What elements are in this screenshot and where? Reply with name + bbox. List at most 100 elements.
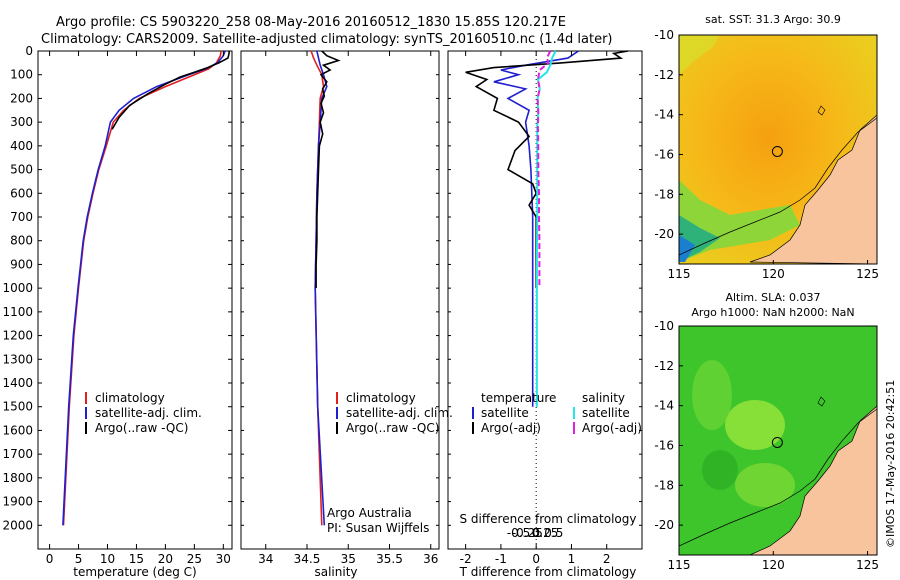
depth-tick-label: 1800 bbox=[2, 471, 33, 485]
sla-high-patch-3 bbox=[735, 463, 795, 507]
difference-series bbox=[465, 50, 629, 407]
map-xtick-label: 125 bbox=[856, 267, 879, 281]
legend-heading-temperature: temperature bbox=[481, 391, 556, 405]
temperature-x-axis: 0 5 10 15 20 25 30 bbox=[46, 51, 231, 566]
salinity-xtick-label: 36 bbox=[423, 552, 438, 566]
map-ytick-label: -10 bbox=[654, 319, 674, 333]
map-xtick-label: 120 bbox=[762, 558, 785, 572]
difference-xtick-label: 1 bbox=[568, 552, 576, 566]
s-difference-label: S difference from climatology bbox=[460, 512, 637, 526]
title-line-1: Argo profile: CS 5903220_258 08-May-2016… bbox=[56, 15, 566, 30]
depth-tick-label: 1900 bbox=[2, 495, 33, 509]
sla-map: 115 120 125 -10 -12 -14 -16 -18 -20 bbox=[654, 319, 879, 572]
salinity-x-axis: 34 34.5 35 35.5 36 bbox=[258, 51, 438, 566]
salinity-xtick-label: 35 bbox=[341, 552, 356, 566]
temperature-series-climatology bbox=[62, 50, 222, 526]
title-line-2: Climatology: CARS2009. Satellite-adjuste… bbox=[41, 32, 613, 47]
annotation-argo-australia: Argo Australia bbox=[327, 506, 412, 520]
t-difference-label: T difference from climatology bbox=[459, 565, 637, 579]
map-ytick-label: -16 bbox=[654, 438, 674, 452]
difference-xtick-label: -2 bbox=[460, 552, 472, 566]
sal-legend-label-climatology: climatology bbox=[346, 391, 416, 405]
sst-map-axes: 115 120 125 -10 -12 -14 -16 -18 -20 bbox=[654, 28, 879, 281]
sla-land bbox=[749, 405, 877, 555]
diff-legend-label-t-argo: Argo(-adj) bbox=[481, 421, 541, 435]
depth-tick-label: 600 bbox=[10, 186, 33, 200]
sst-map-title: sat. SST: 31.3 Argo: 30.9 bbox=[705, 13, 841, 26]
depth-tick-label: 900 bbox=[10, 257, 33, 271]
depth-tick-label: 1100 bbox=[2, 305, 33, 319]
sst-land bbox=[749, 114, 877, 264]
depth-tick-label: 800 bbox=[10, 234, 33, 248]
depth-tick-label: 1400 bbox=[2, 376, 33, 390]
temperature-series bbox=[62, 50, 230, 526]
sla-low-patch bbox=[702, 450, 738, 490]
diff-legend-label-s-satellite: satellite bbox=[582, 406, 630, 420]
sal-legend-label-argo: Argo(..raw -QC) bbox=[346, 421, 439, 435]
diff-legend-label-t-satellite: satellite bbox=[481, 406, 529, 420]
temperature-xtick-label: 0 bbox=[46, 552, 54, 566]
depth-axis: 0 100 200 300 400 500 600 700 800 900 1000 1100 1200… bbox=[2, 44, 642, 532]
map-ytick-label: -16 bbox=[654, 147, 674, 161]
temperature-series-satellite-adj-clim- bbox=[62, 50, 226, 526]
difference-top-tick-label: 0.25 bbox=[532, 526, 559, 540]
depth-tick-label: 1000 bbox=[2, 281, 33, 295]
difference-xtick-label: 0 bbox=[532, 552, 540, 566]
difference-top-tick-label: -0.5 bbox=[507, 526, 530, 540]
depth-tick-label: 700 bbox=[10, 210, 33, 224]
temperature-xtick-label: 10 bbox=[100, 552, 115, 566]
imos-timestamp: ©IMOS 17-May-2016 20:42:51 bbox=[884, 380, 897, 548]
depth-tick-label: 1300 bbox=[2, 352, 33, 366]
difference-xtick-label: -1 bbox=[495, 552, 507, 566]
temperature-xtick-label: 30 bbox=[216, 552, 231, 566]
sst-blue-patch bbox=[679, 235, 695, 262]
legend-label-argo: Argo(..raw -QC) bbox=[95, 421, 188, 435]
difference-xtick-label: 2 bbox=[603, 552, 611, 566]
map-ytick-label: -18 bbox=[654, 478, 674, 492]
salinity-series-climatology bbox=[310, 50, 325, 526]
sla-map-axes: 115 120 125 -10 -12 -14 -16 -18 -20 bbox=[654, 319, 879, 572]
diff-legend-label-s-argo: Argo(-adj) bbox=[582, 421, 642, 435]
depth-tick-label: 400 bbox=[10, 139, 33, 153]
difference-top-tick-label: 0.5 bbox=[544, 526, 563, 540]
salinity-xtick-label: 35.5 bbox=[376, 552, 403, 566]
depth-tick-label: 2000 bbox=[2, 518, 33, 532]
difference-x-axis: -2 -1 0 1 2 bbox=[460, 51, 611, 566]
sla-map-title-2: Argo h1000: NaN h2000: NaN bbox=[691, 306, 854, 319]
depth-tick-label: 500 bbox=[10, 163, 33, 177]
sla-map-title-1: Altim. SLA: 0.037 bbox=[725, 291, 820, 304]
map-xtick-label: 115 bbox=[668, 267, 691, 281]
depth-tick-label: 300 bbox=[10, 115, 33, 129]
sst-cool-patch-nw bbox=[679, 35, 720, 75]
sla-profile-marker bbox=[771, 436, 783, 448]
sla-island bbox=[817, 396, 826, 407]
depth-tick-label: 1700 bbox=[2, 447, 33, 461]
temperature-xtick-label: 25 bbox=[187, 552, 202, 566]
difference-legend: temperature satellite Argo(-adj) salinit… bbox=[472, 391, 642, 435]
difference-top-tick-label: -0.25 bbox=[512, 526, 543, 540]
sst-island bbox=[817, 105, 826, 116]
sla-high-patch-2 bbox=[692, 360, 732, 430]
salinity-xtick-label: 34 bbox=[258, 552, 273, 566]
salinity-xtick-label: 34.5 bbox=[294, 552, 321, 566]
legend-label-climatology: climatology bbox=[95, 391, 165, 405]
map-ytick-label: -12 bbox=[654, 359, 674, 373]
depth-tick-label: 100 bbox=[10, 68, 33, 82]
sla-high-patch-1 bbox=[725, 400, 785, 450]
depth-tick-label: 1200 bbox=[2, 329, 33, 343]
sst-map: 115 120 125 -10 -12 -14 -16 -18 -20 bbox=[654, 28, 879, 281]
depth-tick-label: 200 bbox=[10, 91, 33, 105]
legend-heading-salinity: salinity bbox=[582, 391, 625, 405]
legend-label-satellite: satellite-adj. clim. bbox=[95, 406, 202, 420]
salinity-xlabel: salinity bbox=[314, 565, 357, 579]
map-ytick-label: -14 bbox=[654, 399, 674, 413]
difference-series-s-argo-adj- bbox=[536, 50, 552, 289]
difference-panel-frame bbox=[447, 50, 643, 550]
map-ytick-label: -10 bbox=[654, 28, 674, 42]
salinity-series-argo-raw-qc- bbox=[315, 50, 341, 289]
salinity-legend: climatology satellite-adj. clim. Argo(..… bbox=[336, 391, 453, 435]
map-xtick-label: 120 bbox=[762, 267, 785, 281]
map-ytick-label: -18 bbox=[654, 187, 674, 201]
temperature-xlabel: temperature (deg C) bbox=[73, 565, 196, 579]
